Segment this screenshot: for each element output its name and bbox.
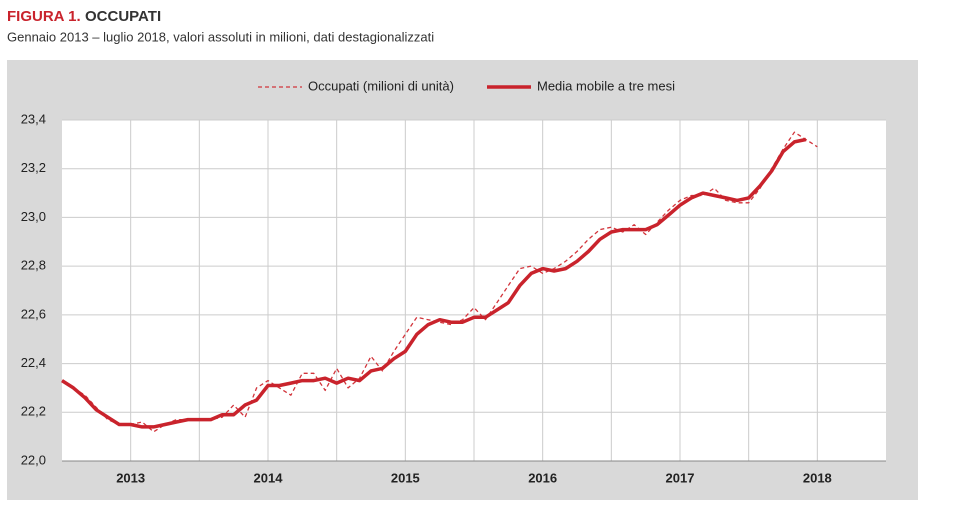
series-line xyxy=(61,137,807,429)
y-tick-label: 23,0 xyxy=(21,209,46,224)
y-tick-label: 22,6 xyxy=(21,306,46,321)
x-tick-label: 2017 xyxy=(666,470,695,485)
y-tick-label: 22,2 xyxy=(21,404,46,419)
x-tick-label: 2013 xyxy=(116,470,145,485)
chart-subtitle: Gennaio 2013 – luglio 2018, valori assol… xyxy=(7,29,434,44)
x-tick-label: 2015 xyxy=(391,470,420,485)
legend-label: Occupati (milioni di unità) xyxy=(308,78,454,93)
y-tick-label: 23,4 xyxy=(21,111,46,126)
y-tick-label: 22,4 xyxy=(21,355,46,370)
y-tick-label: 22,8 xyxy=(21,258,46,273)
legend-label: Media mobile a tre mesi xyxy=(537,78,675,93)
figure-label: FIGURA 1. xyxy=(7,8,81,25)
x-tick-label: 2014 xyxy=(254,470,284,485)
y-tick-label: 22,0 xyxy=(21,452,46,467)
chart-title: OCCUPATI xyxy=(85,8,161,25)
y-tick-label: 23,2 xyxy=(21,160,46,175)
x-tick-label: 2016 xyxy=(528,470,557,485)
x-tick-label: 2018 xyxy=(803,470,832,485)
